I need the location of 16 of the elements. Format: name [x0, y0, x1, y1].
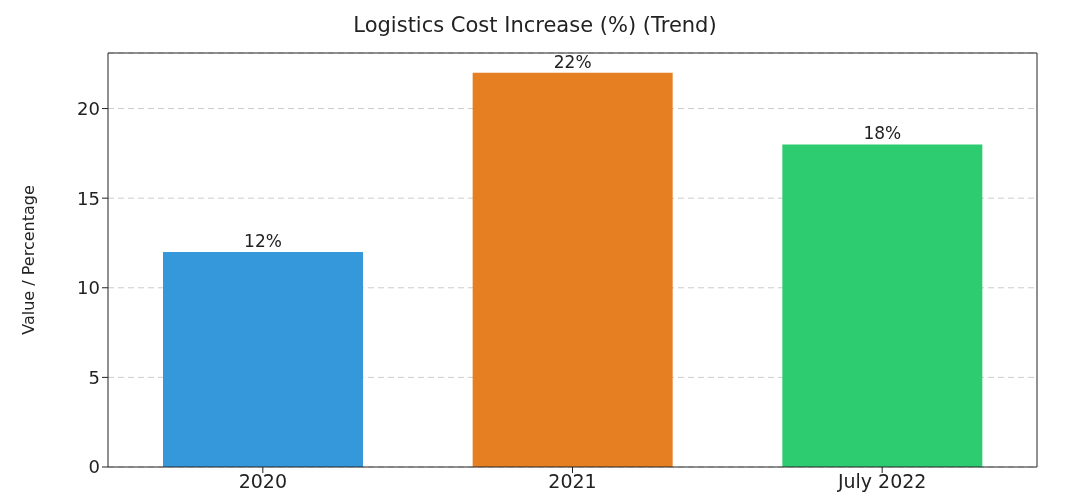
- bar: [163, 251, 363, 467]
- y-tick-label: 0: [88, 456, 100, 478]
- y-tick-label: 20: [77, 97, 100, 119]
- y-tick-label: 5: [88, 366, 100, 388]
- bar: [782, 144, 983, 467]
- y-axis-title: Value / Percentage: [18, 185, 38, 335]
- y-tick-label: 10: [77, 277, 100, 299]
- x-tick-label: July 2022: [836, 470, 927, 493]
- y-tick-label: 15: [77, 187, 100, 209]
- data-label: 22%: [553, 51, 592, 72]
- data-label: 12%: [244, 230, 282, 251]
- bar: [472, 72, 673, 467]
- x-tick-label: 2021: [548, 470, 597, 493]
- data-label: 18%: [863, 123, 902, 144]
- chart-title: Logistics Cost Increase (%) (Trend): [352, 12, 718, 39]
- x-tick-label: 2020: [238, 470, 288, 493]
